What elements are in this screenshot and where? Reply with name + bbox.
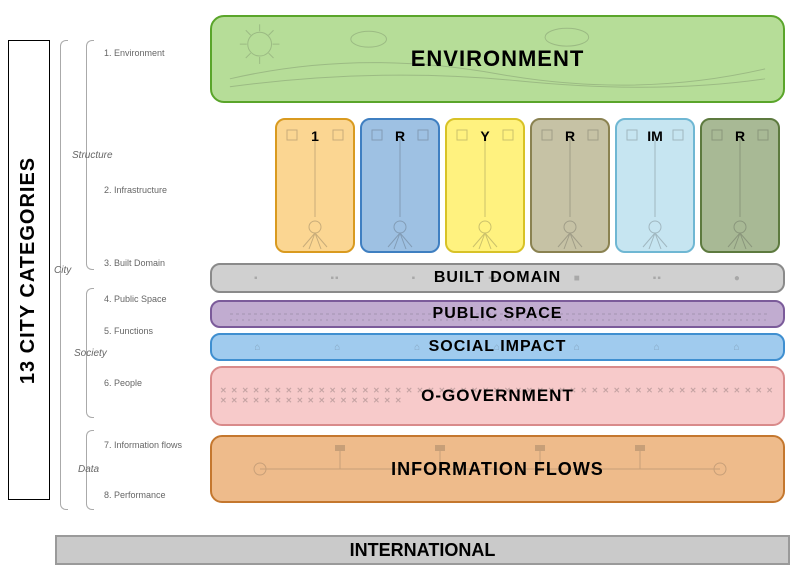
hierarchy-root: City — [54, 265, 71, 276]
row-2: 2. Infrastructure — [104, 185, 167, 195]
band-information-flows: INFORMATION FLOWS — [210, 435, 785, 503]
infrastructure-box-label: R — [735, 128, 745, 144]
infrastructure-box-4: IM — [615, 118, 695, 253]
band-international: INTERNATIONAL — [55, 535, 790, 565]
row-8: 8. Performance — [104, 490, 166, 500]
row-6: 6. People — [104, 378, 142, 388]
band-o-government: ✕ ✕ ✕ ✕ ✕ ✕ ✕ ✕ ✕ ✕ ✕ ✕ ✕ ✕ ✕ ✕ ✕ ✕ ✕ ✕ … — [210, 366, 785, 426]
row-5: 5. Functions — [104, 326, 153, 336]
infrastructure-box-1: R — [360, 118, 440, 253]
band-built-label: BUILT DOMAIN — [434, 269, 561, 287]
band-gov-label: O-GOVERNMENT — [421, 386, 574, 406]
hierarchy-society: Society — [74, 348, 107, 359]
infrastructure-box-0: 1 — [275, 118, 355, 253]
row-1: 1. Environment — [104, 48, 165, 58]
row-3: 3. Built Domain — [104, 258, 165, 268]
page-title: 13 CITY CATEGORIES — [18, 156, 41, 383]
band-intl-label: INTERNATIONAL — [350, 540, 496, 561]
hierarchy-data: Data — [78, 464, 99, 475]
band-environment: ENVIRONMENT — [210, 15, 785, 103]
page-title-box: 13 CITY CATEGORIES — [8, 40, 50, 500]
band-built-domain: ▪▪▪▪▪▪▪■▪▪● BUILT DOMAIN — [210, 263, 785, 293]
diagram-canvas: ENVIRONMENT 1 R Y R IM R ▪▪▪▪▪▪▪■▪▪● BUILT DO… — [190, 10, 790, 565]
infrastructure-box-label: 1 — [311, 128, 319, 144]
infrastructure-box-label: R — [395, 128, 405, 144]
band-public-space: PUBLIC SPACE — [210, 300, 785, 328]
band-social-label: SOCIAL IMPACT — [429, 338, 567, 356]
row-4: 4. Public Space — [104, 294, 167, 304]
infrastructure-box-label: IM — [647, 128, 663, 144]
infrastructure-box-label: R — [565, 128, 575, 144]
row-7: 7. Information flows — [104, 440, 182, 450]
band-social-impact: ⌂⌂⌂⌂⌂⌂⌂ SOCIAL IMPACT — [210, 333, 785, 361]
hierarchy-column: City Structure Society Data 1. Environme… — [58, 30, 188, 530]
infrastructure-box-5: R — [700, 118, 780, 253]
infrastructure-box-label: Y — [480, 128, 489, 144]
hierarchy-structure: Structure — [72, 150, 113, 161]
infrastructure-box-3: R — [530, 118, 610, 253]
band-public-label: PUBLIC SPACE — [433, 305, 563, 323]
band-info-label: INFORMATION FLOWS — [391, 459, 604, 480]
infrastructure-box-2: Y — [445, 118, 525, 253]
band-environment-label: ENVIRONMENT — [411, 46, 585, 72]
